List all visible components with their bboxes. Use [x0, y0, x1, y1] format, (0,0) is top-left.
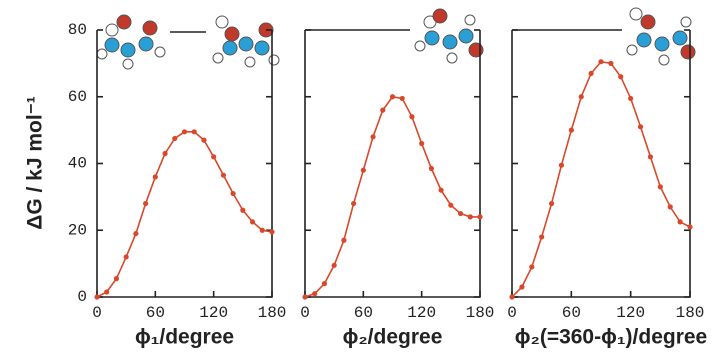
x-tick-label: 120: [616, 304, 645, 322]
data-point: [260, 228, 265, 233]
data-point: [678, 219, 683, 224]
data-point: [172, 136, 177, 141]
x-tick-label: 0: [92, 304, 102, 322]
data-point: [104, 289, 109, 294]
axis-frame: [97, 30, 272, 297]
data-point: [608, 61, 613, 66]
data-point: [589, 71, 594, 76]
data-point: [579, 94, 584, 99]
y-tick-label: 80: [68, 21, 87, 39]
x-tick-label: 60: [146, 304, 165, 322]
x-tick-label: 0: [300, 304, 310, 322]
data-point: [419, 141, 424, 146]
data-point: [539, 234, 544, 239]
data-point: [549, 201, 554, 206]
data-point: [618, 74, 623, 79]
data-point: [143, 201, 148, 206]
y-tick-label: 40: [68, 155, 87, 173]
y-tick-label: 20: [68, 221, 87, 239]
data-point: [400, 96, 405, 101]
data-point: [429, 166, 434, 171]
y-tick-label: 0: [77, 288, 87, 306]
x-axis-label: ϕ₂(=360-ϕ₁)/degree: [515, 326, 707, 349]
data-point: [519, 284, 524, 289]
data-point: [94, 294, 99, 299]
data-point: [628, 96, 633, 101]
data-point: [409, 114, 414, 119]
data-point: [332, 263, 337, 268]
x-tick-label: 180: [466, 304, 495, 322]
data-point: [559, 163, 564, 168]
data-point: [370, 134, 375, 139]
data-point: [638, 124, 643, 129]
data-line: [512, 62, 690, 297]
data-point: [668, 204, 673, 209]
data-point: [380, 108, 385, 113]
data-point: [322, 281, 327, 286]
data-point: [439, 188, 444, 193]
data-point: [133, 231, 138, 236]
x-tick-label: 60: [354, 304, 373, 322]
data-point: [569, 128, 574, 133]
data-point: [302, 294, 307, 299]
y-axis-label: ΔG / kJ mol⁻¹: [24, 96, 47, 230]
data-point: [509, 294, 514, 299]
data-point: [153, 174, 158, 179]
data-point: [231, 191, 236, 196]
data-point: [687, 224, 692, 229]
x-tick-label: 0: [507, 304, 517, 322]
data-point: [458, 211, 463, 216]
figure: ΔG / kJ mol⁻¹ 0 20 40 60 80 0 60 120 180 ϕ₁/degre…: [0, 0, 713, 354]
data-point: [114, 276, 119, 281]
x-axis-label: ϕ₂/degree: [343, 326, 443, 349]
y-tick-label: 60: [68, 88, 87, 106]
data-point: [250, 219, 255, 224]
molecule-icons: [97, 8, 695, 69]
data-point: [648, 154, 653, 159]
data-point: [361, 168, 366, 173]
data-point: [529, 264, 534, 269]
data-point: [448, 203, 453, 208]
axis-frame: [305, 30, 480, 297]
axis-frame: [512, 30, 690, 297]
x-tick-label: 180: [258, 304, 287, 322]
data-point: [211, 154, 216, 159]
data-point: [162, 151, 167, 156]
data-point: [221, 173, 226, 178]
data-point: [468, 214, 473, 219]
data-point: [477, 214, 482, 219]
data-point: [341, 238, 346, 243]
data-line: [305, 97, 480, 297]
data-line: [97, 132, 272, 297]
data-point: [240, 208, 245, 213]
data-point: [312, 291, 317, 296]
data-point: [269, 229, 274, 234]
x-tick-label: 120: [407, 304, 436, 322]
data-point: [192, 129, 197, 134]
x-axis-label: ϕ₁/degree: [135, 326, 234, 349]
data-point: [182, 129, 187, 134]
x-tick-label: 120: [199, 304, 228, 322]
data-point: [390, 94, 395, 99]
data-point: [124, 254, 129, 259]
data-point: [658, 184, 663, 189]
data-point: [598, 59, 603, 64]
x-tick-label: 180: [676, 304, 705, 322]
data-point: [351, 201, 356, 206]
data-point: [201, 138, 206, 143]
x-tick-label: 60: [562, 304, 581, 322]
